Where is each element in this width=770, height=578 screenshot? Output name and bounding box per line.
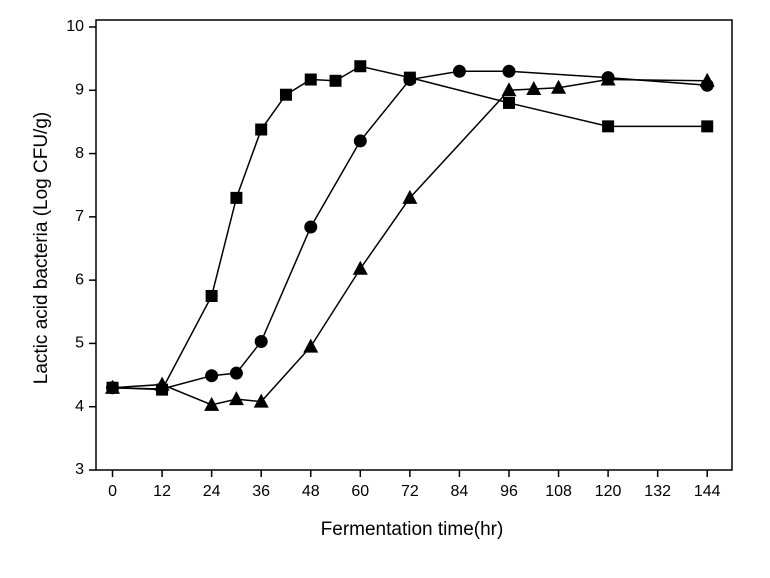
x-axis-label: Fermentation time(hr) <box>321 519 504 540</box>
y-tick-label: 9 <box>75 82 84 99</box>
x-tick-label: 72 <box>401 483 419 500</box>
marker <box>228 391 244 406</box>
marker <box>154 376 170 391</box>
x-tick-label: 144 <box>694 483 721 500</box>
marker <box>304 73 317 86</box>
marker <box>204 396 220 411</box>
x-tick-label: 120 <box>595 483 622 500</box>
marker <box>402 189 418 204</box>
x-tick-label: 48 <box>302 483 320 500</box>
series-line <box>112 78 708 406</box>
marker <box>526 81 542 96</box>
y-tick-label: 7 <box>75 208 84 225</box>
x-tick-label: 96 <box>500 483 518 500</box>
marker <box>502 96 515 109</box>
marker <box>229 366 243 380</box>
marker <box>329 74 342 87</box>
marker <box>403 73 417 87</box>
marker <box>352 260 368 275</box>
marker <box>304 220 318 234</box>
x-tick-label: 108 <box>545 483 572 500</box>
marker <box>501 82 517 97</box>
x-tick-label: 12 <box>153 483 171 500</box>
marker <box>353 134 367 148</box>
marker <box>105 379 121 394</box>
marker <box>701 120 714 133</box>
marker <box>230 191 243 204</box>
x-tick-label: 132 <box>644 483 671 500</box>
y-tick-label: 3 <box>75 461 84 478</box>
series-line <box>112 70 708 390</box>
x-tick-label: 60 <box>351 483 369 500</box>
marker <box>452 64 466 78</box>
marker <box>602 120 615 133</box>
y-tick-label: 8 <box>75 145 84 162</box>
marker <box>254 335 268 349</box>
marker <box>205 289 218 302</box>
x-tick-label: 24 <box>203 483 221 500</box>
marker <box>255 123 268 136</box>
x-tick-label: 36 <box>252 483 270 500</box>
x-tick-label: 84 <box>451 483 469 500</box>
marker <box>551 79 567 94</box>
marker <box>303 338 319 353</box>
y-tick-label: 10 <box>66 18 84 35</box>
marker <box>253 393 269 408</box>
y-tick-label: 5 <box>75 335 84 352</box>
series-line <box>112 65 708 391</box>
marker <box>600 71 616 86</box>
plot-frame <box>95 19 733 471</box>
marker <box>502 64 516 78</box>
y-tick-label: 4 <box>75 398 84 415</box>
x-tick-label: 0 <box>108 483 117 500</box>
marker <box>205 369 219 383</box>
marker <box>354 60 367 73</box>
marker <box>279 88 292 101</box>
marker <box>699 72 715 87</box>
y-tick-label: 6 <box>75 271 84 288</box>
y-axis-label: Lactic acid bacteria (Log CFU/g) <box>31 112 52 384</box>
